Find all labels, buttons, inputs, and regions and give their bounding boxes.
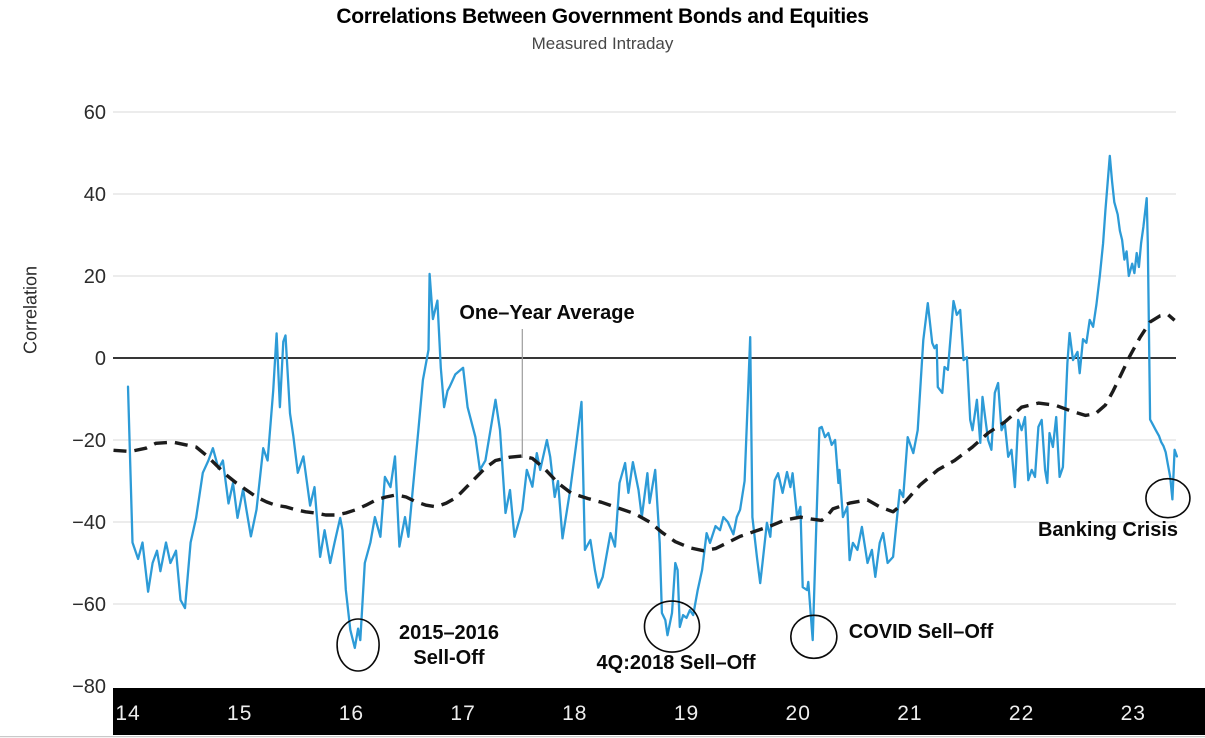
x-tick-label: 19 xyxy=(674,702,699,725)
x-axis-bar xyxy=(113,688,1205,735)
x-tick-label: 17 xyxy=(450,702,475,725)
intraday-correlation-line xyxy=(126,154,1179,650)
y-axis-title: Correlation xyxy=(20,265,41,355)
y-tick-label: 60 xyxy=(84,102,106,124)
x-tick-label: 16 xyxy=(339,702,364,725)
y-tick-label: 20 xyxy=(84,266,106,288)
annotation-2015-2016-line2: Sell-Off xyxy=(413,647,485,669)
x-tick-label: 14 xyxy=(115,702,140,725)
y-tick-label: −80 xyxy=(72,676,106,698)
annotation-covid-selloff: COVID Sell–Off xyxy=(848,621,994,643)
circle-covid-selloff xyxy=(790,614,838,660)
y-tick-label: 40 xyxy=(84,184,106,206)
y-tick-label: −20 xyxy=(72,430,106,452)
circle-banking-crisis xyxy=(1145,477,1191,519)
y-tick-label: −60 xyxy=(72,594,106,616)
x-tick-label: 18 xyxy=(562,702,587,725)
circle-2015-2016-selloff xyxy=(336,618,380,672)
annotation-4q-2018-selloff: 4Q:2018 Sell–Off xyxy=(596,652,756,674)
chart-subtitle: Measured Intraday xyxy=(531,34,674,53)
x-tick-label: 20 xyxy=(786,702,811,725)
bottom-rule xyxy=(0,736,1205,738)
x-tick-label: 22 xyxy=(1009,702,1034,725)
annotation-banking-crisis: Banking Crisis xyxy=(1037,519,1179,541)
annotation-one-year-average: One–Year Average xyxy=(459,302,635,324)
one-year-average-line xyxy=(113,312,1176,553)
y-tick-label: −40 xyxy=(72,512,106,534)
y-tick-label: 0 xyxy=(95,348,106,370)
x-tick-label: 15 xyxy=(227,702,252,725)
x-tick-label: 23 xyxy=(1121,702,1146,725)
circle-4q-2018-selloff xyxy=(643,600,701,653)
annotation-2015-2016-line1: 2015–2016 xyxy=(398,622,500,644)
x-tick-label: 21 xyxy=(897,702,922,725)
chart-title: Correlations Between Government Bonds an… xyxy=(336,5,869,28)
annotation-2015-2016-selloff: 2015–2016 Sell-Off xyxy=(399,621,499,671)
